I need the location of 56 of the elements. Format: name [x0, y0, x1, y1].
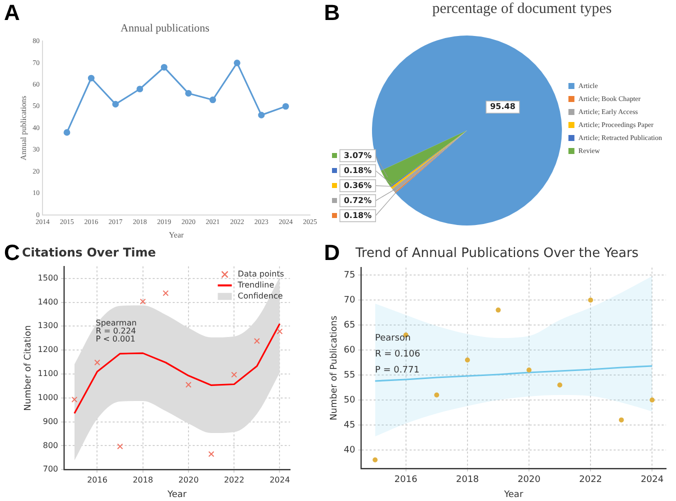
x-axis-title: Year [503, 490, 524, 500]
x-tick-label: 2024 [270, 475, 290, 484]
y-tick-label: 1300 [38, 321, 58, 330]
annotation: P < 0.001 [96, 334, 136, 344]
y-tick-label: 55 [344, 370, 356, 380]
x-tick-label: 2018 [132, 475, 154, 484]
y-tick-label: 45 [344, 420, 356, 430]
text: B [324, 0, 340, 26]
x-tick-label: 2016 [87, 475, 108, 484]
x-tick-label: 2016 [394, 475, 418, 486]
y-tick-label: 50 [344, 395, 356, 406]
y-tick-label: 60 [344, 345, 356, 356]
y-tick-label: 40 [344, 445, 356, 456]
chart-title: percentage of document types [432, 0, 612, 17]
x-tick-label: 2022 [224, 475, 244, 484]
y-axis-title: Annual publications [18, 96, 28, 160]
data-label: 0.18% [344, 210, 372, 220]
y-tick-label: 700 [42, 464, 58, 474]
y-axis-title: Number of Citation [24, 325, 34, 411]
x-tick-label: 2018 [456, 475, 480, 486]
y-tick-label: 1500 [38, 273, 58, 282]
text: D [324, 240, 340, 266]
y-tick-label: 900 [42, 416, 58, 426]
data-label: 0.18% [344, 166, 372, 175]
x-axis-title: Year [168, 230, 184, 240]
y-tick-label: 1400 [38, 297, 58, 306]
annotation: R = 0.224 [96, 326, 136, 336]
text: A [4, 0, 20, 26]
data-label: 95.48 [490, 102, 516, 112]
annotation: Spearman [96, 318, 137, 328]
x-tick-label: 2022 [579, 475, 602, 486]
annotation: P = 0.771 [374, 366, 420, 376]
data-label: 0.72% [344, 196, 372, 205]
annotation: Pearson [374, 334, 411, 344]
y-tick-label: 1100 [38, 369, 58, 378]
x-tick-label: 2020 [178, 475, 199, 484]
x-tick-label: 2020 [518, 475, 541, 486]
y-axis-title: Number of Publications [330, 315, 340, 420]
chart-title: Citations Over Time [22, 245, 156, 260]
chart-title: Annual publications [120, 22, 210, 34]
x-axis-title: Year [166, 490, 187, 500]
y-tick-label: 65 [344, 320, 356, 330]
data-label: 3.07% [344, 150, 372, 160]
chart-title: Trend of Annual Publications Over the Years [354, 246, 639, 262]
legend-label: Confidence [238, 291, 283, 300]
legend-label: Data points [238, 269, 284, 278]
y-tick-label: 800 [42, 440, 58, 450]
legend-label: Trendline [236, 280, 274, 290]
x-tick-label: 2024 [640, 475, 664, 486]
y-tick-label: 75 [344, 270, 356, 280]
y-tick-label: 1200 [38, 345, 58, 354]
y-tick-label: 1000 [38, 392, 58, 402]
text: C [4, 240, 20, 266]
data-label: 0.36% [344, 180, 372, 190]
y-tick-label: 70 [344, 295, 356, 306]
annotation: R = 0.106 [374, 350, 421, 360]
